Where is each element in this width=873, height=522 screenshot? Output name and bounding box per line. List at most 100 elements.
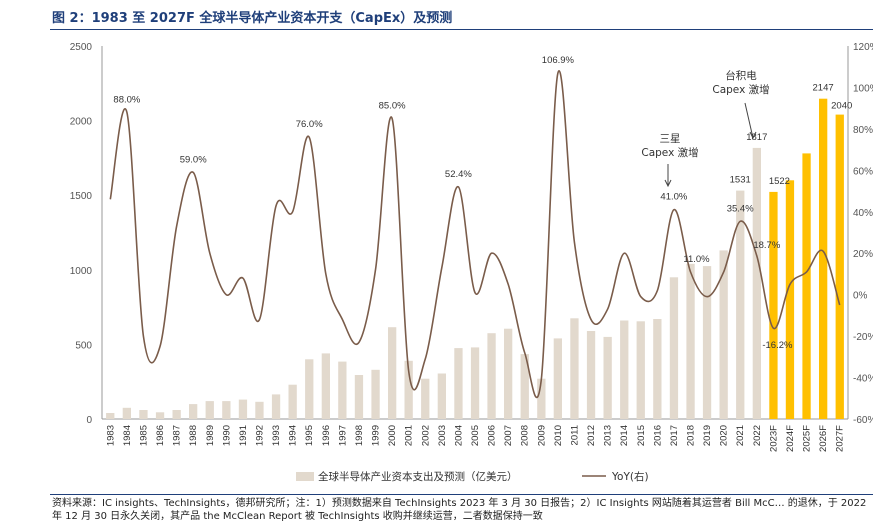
x-tick-label: 1999 xyxy=(371,425,382,446)
x-tick-label: 1990 xyxy=(221,425,232,446)
source-rule xyxy=(50,494,873,495)
x-tick-label: 2016 xyxy=(652,425,663,446)
x-tick-label: 2026F xyxy=(818,425,829,452)
data-label: 76.0% xyxy=(296,119,323,130)
bar xyxy=(752,147,761,419)
x-tick-label: 2013 xyxy=(603,425,614,446)
bars xyxy=(106,98,844,419)
bar xyxy=(305,359,314,419)
x-tick-label: 1991 xyxy=(238,425,249,446)
x-tick-label: 1986 xyxy=(155,425,166,446)
x-tick-label: 2011 xyxy=(570,425,581,445)
data-label: 35.4% xyxy=(727,203,754,214)
bar xyxy=(669,277,679,419)
x-tick-label: 2014 xyxy=(619,425,630,446)
bar xyxy=(570,318,579,419)
right-tick-labels: -60% -40% -20% 0% 20% 40% 60% 80% 100% 120% xyxy=(853,42,873,426)
x-tick-label: 2009 xyxy=(536,425,547,446)
annotation-text: Capex 激增 xyxy=(712,83,769,96)
bar xyxy=(736,190,745,419)
x-tick-label: 1998 xyxy=(354,425,365,446)
data-labels: 88.0% 59.0% 76.0% 85.0% 52.4% 106.9% 41.0% 11.0… xyxy=(113,55,852,351)
bar xyxy=(189,404,198,419)
right-tick-label: 60% xyxy=(853,166,873,177)
data-label: 1522 xyxy=(769,176,790,187)
right-tick-label: 120% xyxy=(853,42,873,53)
legend-swatch-bar xyxy=(296,472,314,481)
x-tick-labels: 1983 1984 1985 1986 1987 1988 1989 1990 1991 1992… xyxy=(105,425,845,452)
bar xyxy=(122,407,131,419)
bar xyxy=(470,347,480,419)
bar xyxy=(404,360,413,419)
x-tick-label: 1989 xyxy=(205,425,216,446)
x-tick-label: 2027F xyxy=(835,425,846,452)
bar xyxy=(586,331,596,419)
annotation-text: Capex 激增 xyxy=(641,146,698,159)
x-tick-label: 2023F xyxy=(768,425,779,452)
bar xyxy=(437,373,446,419)
data-label: 1531 xyxy=(730,175,751,186)
x-tick-label: 2007 xyxy=(503,425,514,446)
bar xyxy=(139,410,148,419)
bar xyxy=(769,191,778,419)
x-tick-label: 1992 xyxy=(255,425,266,446)
bar xyxy=(504,328,513,419)
x-tick-label: 2001 xyxy=(404,425,415,446)
x-tick-label: 2005 xyxy=(470,425,481,446)
x-tick-label: 2018 xyxy=(686,425,697,446)
bar xyxy=(271,394,281,419)
x-tick-label: 2003 xyxy=(437,425,448,446)
left-tick-label: 2000 xyxy=(70,117,93,128)
right-tick-label: 80% xyxy=(853,125,873,136)
right-tick-label: -40% xyxy=(853,374,873,385)
data-label: 52.4% xyxy=(445,169,472,180)
bar xyxy=(785,180,795,419)
right-tick-label: 20% xyxy=(853,249,873,260)
capex-chart: 0 500 1000 1500 2000 2500 -60% -40% -20% 0% 20% 40… xyxy=(70,42,873,483)
legend-label-bar: 全球半导体产业资本支出及预测（亿美元） xyxy=(318,470,518,483)
bar xyxy=(238,399,248,419)
x-tick-label: 1983 xyxy=(105,425,116,446)
bar xyxy=(255,401,264,419)
bar xyxy=(205,401,214,419)
bar xyxy=(702,266,712,419)
bar xyxy=(819,98,828,419)
x-tick-label: 1994 xyxy=(288,425,299,446)
data-label: 41.0% xyxy=(660,192,687,203)
bar xyxy=(520,354,529,419)
data-label: 59.0% xyxy=(180,154,207,165)
right-tick-label: 40% xyxy=(853,208,873,219)
legend-label-line: YoY(右) xyxy=(611,470,649,483)
bar xyxy=(653,319,662,419)
annotation-arrowhead xyxy=(664,179,672,188)
bar xyxy=(686,263,695,419)
x-tick-label: 1987 xyxy=(172,425,183,446)
x-tick-label: 1988 xyxy=(188,425,199,446)
x-tick-label: 2010 xyxy=(553,425,564,446)
x-tick-label: 1985 xyxy=(138,425,149,446)
bar xyxy=(338,361,347,419)
annotation-text: 台积电 xyxy=(725,69,757,82)
bar xyxy=(835,114,844,419)
left-tick-label: 2500 xyxy=(70,42,93,53)
x-tick-label: 2015 xyxy=(636,425,647,446)
bar xyxy=(371,369,380,419)
bar xyxy=(222,401,231,419)
left-tick-label: 0 xyxy=(86,415,92,426)
left-tick-label: 500 xyxy=(75,340,92,351)
bar xyxy=(719,250,728,419)
x-tick-label: 2008 xyxy=(520,425,531,446)
source-note: 资料来源：IC insights、TechInsights，德邦研究所；注：1）… xyxy=(52,498,867,522)
annotation-arrowhead xyxy=(749,131,757,140)
data-label: 88.0% xyxy=(113,94,140,105)
x-tick-label: 2017 xyxy=(669,425,680,446)
right-tick-label: -60% xyxy=(853,415,873,426)
x-tick-label: 1984 xyxy=(122,425,133,446)
x-tick-label: 1995 xyxy=(304,425,315,446)
bar xyxy=(537,378,546,419)
bar xyxy=(421,378,430,419)
x-tick-label: 2006 xyxy=(487,425,498,446)
bar xyxy=(354,375,364,419)
x-tick-label: 1997 xyxy=(337,425,348,446)
